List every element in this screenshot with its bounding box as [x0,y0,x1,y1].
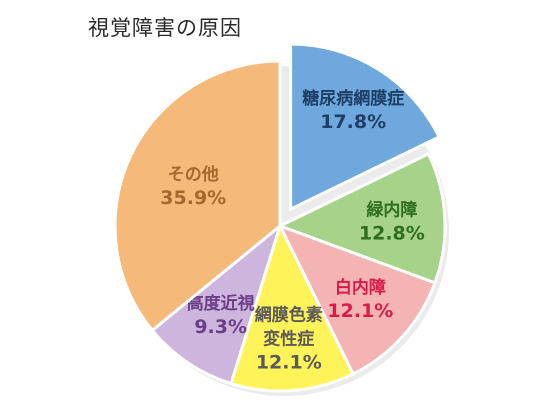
slice-value-label: 35.9% [160,187,226,209]
slice-value-label: 12.1% [256,352,322,374]
slice-category-label: 網膜色素 [255,305,323,326]
slice-label: 緑内障 12.8% [359,199,425,244]
slice-category-label: 白内障 [335,277,386,298]
slice-value-label: 9.3% [194,316,247,338]
slice-category-label: 緑内障 [366,199,417,220]
slice-value-label: 12.1% [327,300,393,322]
slice-label: 高度近視 9.3% [187,293,255,338]
slice-category-label: 変性症 [263,329,314,350]
pie-slice [150,221,283,386]
pie-slice [276,223,437,376]
pie-slice [289,42,442,212]
slice-value-label: 17.8% [320,111,386,133]
slice-label: 網膜色素変性症 12.1% [255,305,323,374]
slice-value-label: 12.8% [359,222,425,244]
pie-slice [229,221,356,393]
pie-slice [113,59,282,333]
slice-label: 白内障 12.1% [327,277,393,322]
slice-category-label: 糖尿病網膜症 [302,88,404,109]
pie-slice [276,151,447,285]
slice-category-label: 高度近視 [187,293,255,314]
slice-label: 糖尿病網膜症 17.8% [302,88,404,133]
chart-title: 視覚障害の原因 [88,16,242,40]
slice-category-label: その他 [168,164,219,185]
slice-label: その他 35.9% [160,164,226,209]
